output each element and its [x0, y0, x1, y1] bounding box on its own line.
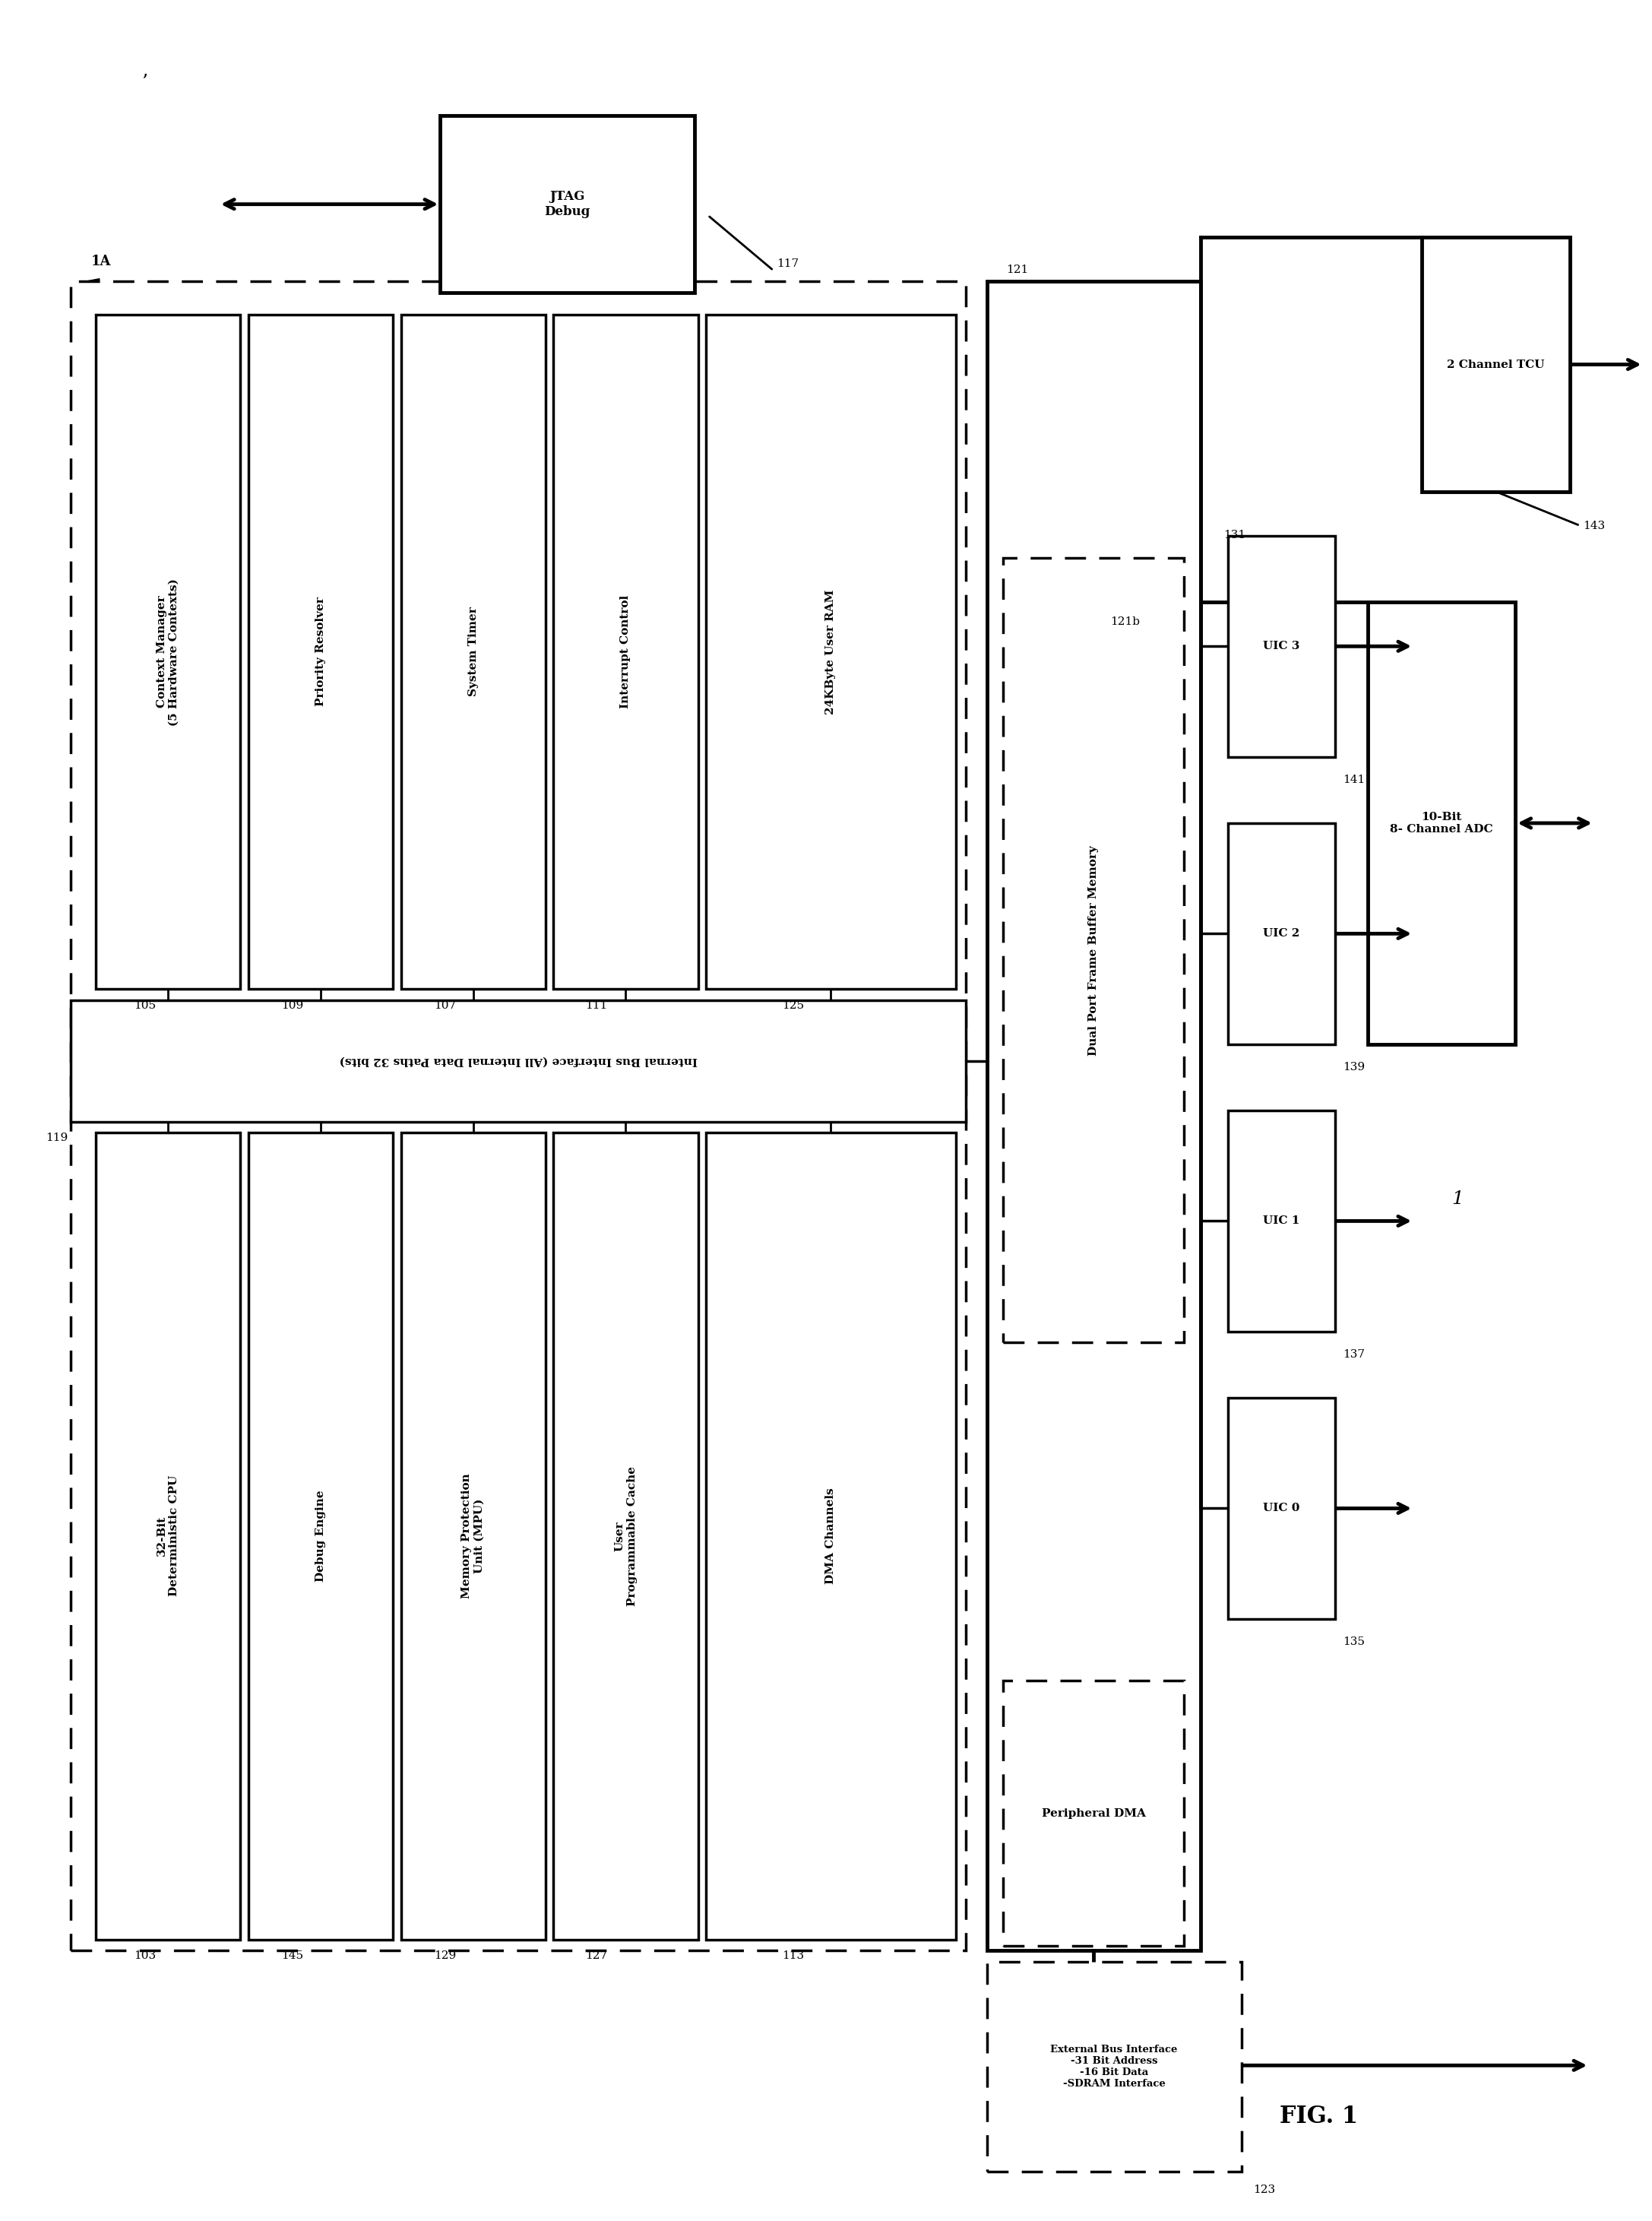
Bar — [1003, 557, 1184, 1344]
Bar — [248, 1133, 393, 1939]
Text: UIC 0: UIC 0 — [1264, 1504, 1300, 1515]
Text: System Timer: System Timer — [468, 606, 479, 697]
Text: 125: 125 — [781, 999, 805, 1011]
Bar — [705, 1133, 955, 1939]
Bar — [71, 999, 965, 1122]
Text: UIC 3: UIC 3 — [1264, 642, 1300, 651]
Text: 145: 145 — [281, 1950, 304, 1961]
Text: ’: ’ — [142, 73, 147, 91]
Text: 10-Bit
8- Channel ADC: 10-Bit 8- Channel ADC — [1389, 811, 1493, 835]
Bar — [553, 315, 697, 988]
Text: 135: 135 — [1343, 1637, 1365, 1648]
Text: FIG. 1: FIG. 1 — [1279, 2106, 1358, 2128]
Text: 121: 121 — [1006, 264, 1029, 275]
Bar — [96, 1133, 240, 1939]
Bar — [96, 315, 240, 988]
Text: User
Programmable Cache: User Programmable Cache — [615, 1466, 638, 1606]
Bar — [401, 1133, 545, 1939]
Bar — [553, 1133, 697, 1939]
Text: JTAG
Debug: JTAG Debug — [545, 191, 590, 218]
Bar — [441, 115, 695, 293]
Text: Peripheral DMA: Peripheral DMA — [1041, 1808, 1145, 1819]
Text: 143: 143 — [1583, 520, 1604, 531]
Bar — [1368, 602, 1515, 1044]
Bar — [1003, 1681, 1184, 1946]
Bar — [401, 315, 545, 988]
Text: 1: 1 — [1452, 1190, 1464, 1208]
Text: 119: 119 — [45, 1133, 68, 1144]
Bar — [1422, 238, 1569, 491]
Text: 139: 139 — [1343, 1062, 1365, 1073]
Bar — [1227, 1397, 1335, 1619]
Text: 1A: 1A — [91, 255, 111, 269]
Text: 123: 123 — [1252, 2185, 1275, 2194]
Text: 24KByte User RAM: 24KByte User RAM — [826, 589, 836, 715]
Text: UIC 2: UIC 2 — [1264, 928, 1300, 939]
Text: 32-Bit
Deterministic CPU: 32-Bit Deterministic CPU — [157, 1475, 180, 1597]
Text: 107: 107 — [434, 999, 456, 1011]
Bar — [248, 315, 393, 988]
Text: Internal Bus Interface (All Internal Data Paths 32 bits): Internal Bus Interface (All Internal Dat… — [339, 1055, 697, 1066]
Text: 141: 141 — [1343, 775, 1365, 786]
Text: External Bus Interface
-31 Bit Address
-16 Bit Data
-SDRAM Interface: External Bus Interface -31 Bit Address -… — [1051, 2046, 1178, 2088]
Text: DMA Channels: DMA Channels — [826, 1488, 836, 1584]
Text: Memory Protection
Unit (MPU): Memory Protection Unit (MPU) — [461, 1473, 484, 1599]
Text: 117: 117 — [776, 258, 800, 269]
Text: 111: 111 — [585, 999, 608, 1011]
Text: 121b: 121b — [1110, 617, 1140, 626]
Text: UIC 1: UIC 1 — [1264, 1215, 1300, 1226]
Text: 103: 103 — [134, 1950, 155, 1961]
Text: 127: 127 — [585, 1950, 608, 1961]
Text: Dual Port Frame Buffer Memory: Dual Port Frame Buffer Memory — [1089, 844, 1099, 1055]
Text: 105: 105 — [134, 999, 155, 1011]
Text: 131: 131 — [1222, 529, 1246, 540]
Text: 137: 137 — [1343, 1348, 1365, 1359]
Text: 109: 109 — [281, 999, 304, 1011]
Text: 121a: 121a — [1003, 1966, 1032, 1977]
Text: Context Manager
(5 Hardware Contexts): Context Manager (5 Hardware Contexts) — [157, 577, 180, 726]
Bar — [705, 315, 955, 988]
Text: Priority Resolver: Priority Resolver — [316, 597, 325, 706]
Text: Interrupt Control: Interrupt Control — [621, 595, 631, 708]
Bar — [986, 1961, 1241, 2172]
Text: Debug Engine: Debug Engine — [316, 1490, 325, 1581]
Bar — [1227, 824, 1335, 1044]
Text: 129: 129 — [434, 1950, 456, 1961]
Bar — [1227, 1110, 1335, 1333]
Bar — [1227, 535, 1335, 757]
Text: 113: 113 — [781, 1950, 805, 1961]
Bar — [71, 282, 965, 1950]
Bar — [986, 282, 1201, 1950]
Text: 2 Channel TCU: 2 Channel TCU — [1447, 360, 1545, 369]
